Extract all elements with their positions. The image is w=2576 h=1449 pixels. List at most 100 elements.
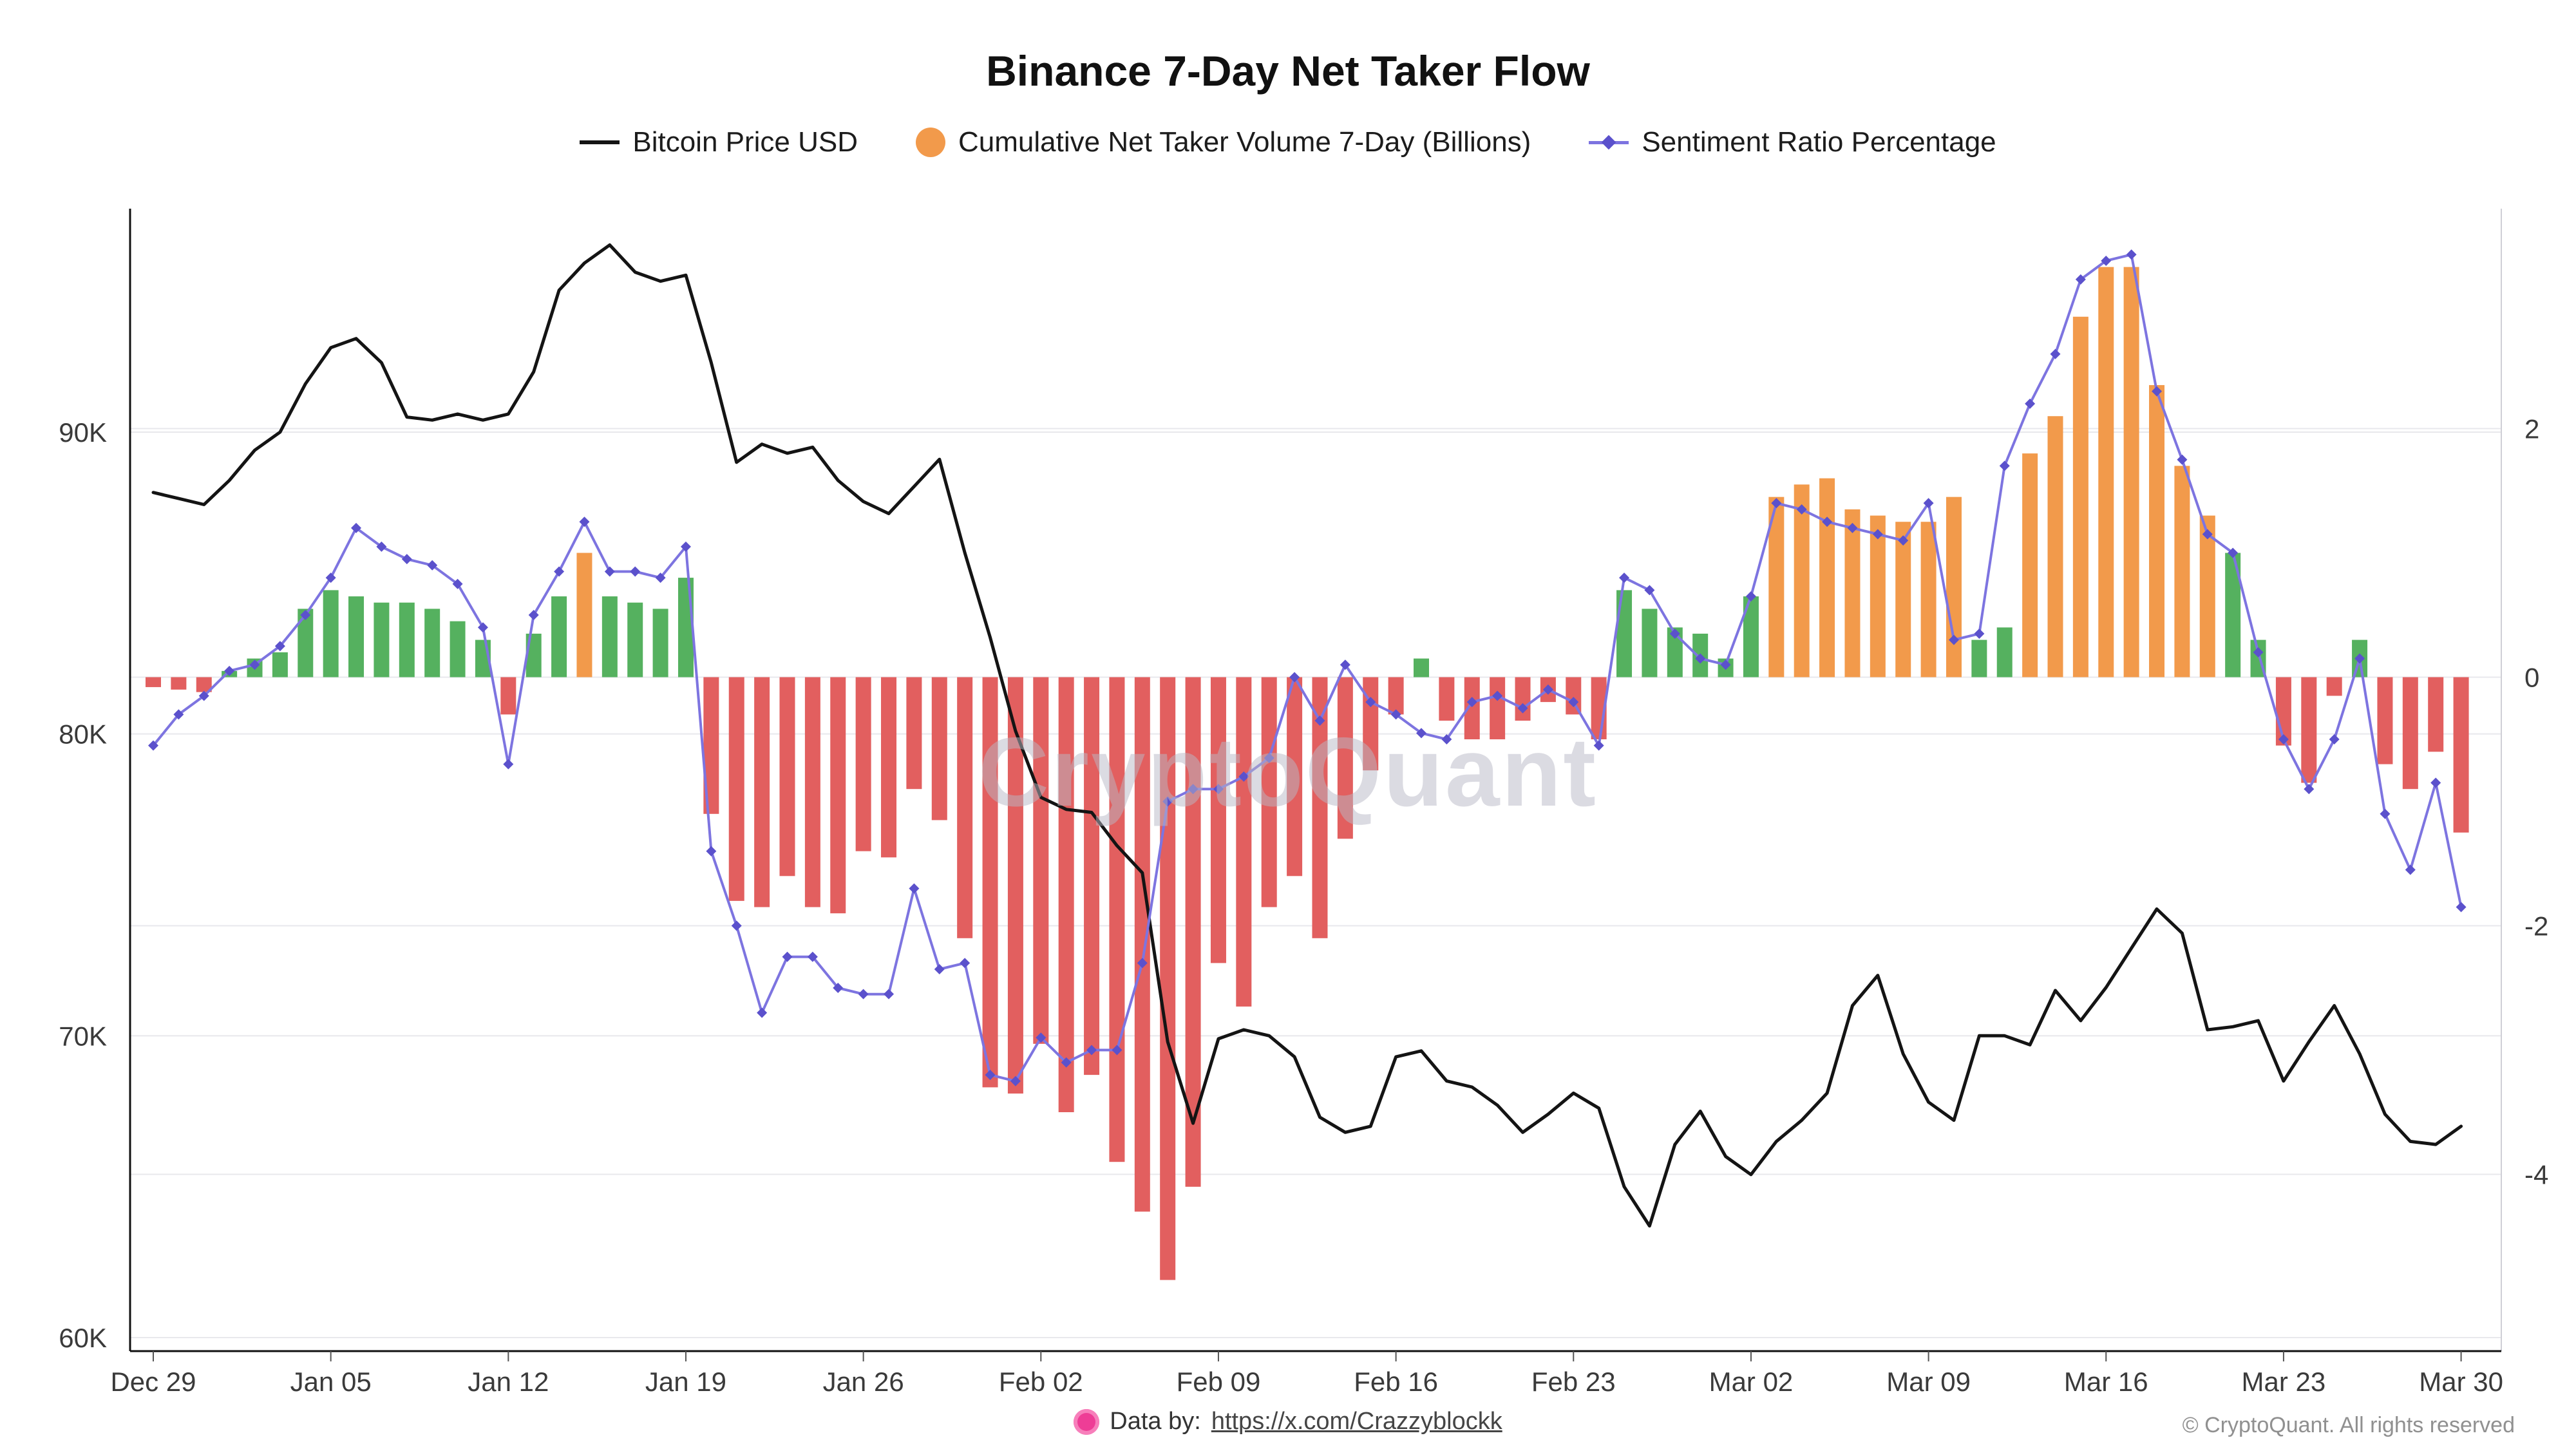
legend-label: Sentiment Ratio Percentage — [1642, 126, 1996, 158]
sentiment-marker-icon — [1745, 591, 1756, 602]
sentiment-marker-icon — [427, 560, 438, 571]
volume-circle-swatch-icon — [916, 128, 946, 157]
sentiment-marker-icon — [2329, 734, 2340, 744]
sentiment-marker-icon — [1086, 1045, 1097, 1056]
volume-bar — [1109, 677, 1125, 1162]
volume-bar — [855, 677, 871, 851]
sentiment-marker-icon — [401, 554, 412, 565]
volume-bar — [1895, 522, 1911, 677]
volume-bar — [1058, 677, 1074, 1112]
volume-bar — [1160, 677, 1176, 1280]
volume-bar — [1971, 639, 1987, 677]
sentiment-marker-icon — [148, 740, 158, 751]
volume-bar — [2326, 677, 2342, 696]
sentiment-marker-icon — [274, 641, 285, 652]
sentiment-marker-icon — [630, 566, 641, 577]
volume-bar — [677, 578, 694, 677]
volume-bar — [323, 590, 339, 677]
sentiment-marker-icon — [1340, 659, 1350, 670]
legend-item-sentiment-ratio[interactable]: Sentiment Ratio Percentage — [1589, 126, 1996, 158]
sentiment-marker-icon — [782, 951, 793, 962]
sentiment-marker-icon — [1771, 498, 1782, 509]
sentiment-marker-icon — [1695, 653, 1706, 664]
sentiment-marker-icon — [2354, 653, 2365, 664]
page-title: Binance 7-Day Net Taker Flow — [986, 47, 1590, 95]
sentiment-marker-icon — [1466, 697, 1477, 708]
sentiment-marker-icon — [2101, 255, 2112, 266]
x-axis-tick-label: Mar 02 — [1709, 1367, 1794, 1397]
volume-bar — [424, 609, 440, 677]
volume-bar — [1210, 677, 1226, 963]
sentiment-marker-icon — [1517, 703, 1528, 714]
sentiment-marker-icon — [960, 958, 971, 969]
sentiment-marker-icon — [1923, 498, 1934, 509]
volume-bar — [348, 596, 365, 677]
legend-item-net-taker-volume[interactable]: Cumulative Net Taker Volume 7-Day (Billi… — [916, 126, 1531, 158]
x-axis-tick-label: Jan 19 — [645, 1367, 726, 1397]
sentiment-marker-icon — [1568, 697, 1579, 708]
volume-bar — [1946, 497, 1962, 677]
sentiment-marker-icon — [1137, 958, 1148, 969]
sentiment-marker-icon — [1213, 784, 1224, 795]
sentiment-marker-icon — [554, 566, 565, 577]
x-axis-tick-label: Feb 09 — [1177, 1367, 1261, 1397]
sentiment-marker-icon — [934, 964, 945, 975]
volume-bar — [450, 621, 466, 677]
sentiment-marker-icon — [2430, 777, 2441, 788]
volume-bar — [2402, 677, 2418, 790]
volume-bar — [1388, 677, 1404, 715]
volume-bar — [399, 602, 415, 677]
volume-bar — [1261, 677, 1277, 907]
sentiment-marker-icon — [2050, 348, 2061, 359]
sentiment-marker-icon — [807, 951, 818, 962]
volume-bar — [1920, 522, 1937, 677]
volume-bar — [2174, 466, 2190, 677]
right-axis-tick-label: 0 — [2524, 663, 2539, 693]
sentiment-marker-icon — [655, 573, 666, 583]
sentiment-marker-icon — [604, 566, 615, 577]
legend-item-bitcoin-price[interactable]: Bitcoin Price USD — [580, 126, 858, 158]
data-source-link[interactable]: https://x.com/Crazzyblockk — [1211, 1408, 1502, 1435]
x-axis-tick-label: Mar 09 — [1886, 1367, 1971, 1397]
footer-attribution: Data by: https://x.com/Crazzyblockk — [0, 1408, 2576, 1435]
x-axis-tick-label: Jan 12 — [468, 1367, 549, 1397]
sentiment-marker-icon — [224, 665, 235, 676]
volume-bar — [2275, 677, 2291, 746]
sentiment-marker-icon — [1112, 1045, 1122, 1056]
x-axis-tick-label: Feb 02 — [999, 1367, 1083, 1397]
x-axis-tick-label: Jan 05 — [290, 1367, 372, 1397]
sentiment-marker-icon — [2152, 386, 2163, 397]
sentiment-marker-icon — [2025, 398, 2036, 409]
volume-bar — [2072, 316, 2088, 677]
sentiment-marker-icon — [757, 1007, 768, 1018]
x-axis-tick-label: Feb 16 — [1354, 1367, 1438, 1397]
volume-bar — [1870, 515, 1886, 677]
volume-bar — [2022, 453, 2038, 677]
right-axis-tick-label: -4 — [2524, 1160, 2548, 1190]
volume-bar — [1566, 677, 1582, 715]
sentiment-marker-icon — [477, 622, 488, 633]
volume-bar — [804, 677, 820, 907]
diamond-marker-icon — [1602, 135, 1616, 149]
volume-bar — [779, 677, 795, 876]
sentiment-marker-icon — [858, 989, 869, 999]
sentiment-marker-icon — [198, 690, 209, 701]
volume-bar — [1084, 677, 1100, 1075]
left-axis-tick-label: 90K — [59, 417, 107, 448]
volume-bar — [2199, 515, 2215, 677]
volume-bar — [881, 677, 897, 858]
sentiment-marker-icon — [2304, 784, 2315, 795]
sentiment-marker-icon — [706, 846, 717, 857]
volume-bar — [2123, 267, 2139, 677]
sentiment-marker-icon — [1720, 659, 1731, 670]
volume-bar — [957, 677, 973, 938]
sentiment-marker-icon — [2228, 547, 2239, 558]
sentiment-marker-icon — [1644, 585, 1655, 596]
volume-bar — [830, 677, 846, 914]
sentiment-marker-icon — [833, 983, 844, 993]
volume-bar — [2301, 677, 2317, 783]
volume-bar — [906, 677, 922, 790]
volume-bar — [652, 609, 668, 677]
